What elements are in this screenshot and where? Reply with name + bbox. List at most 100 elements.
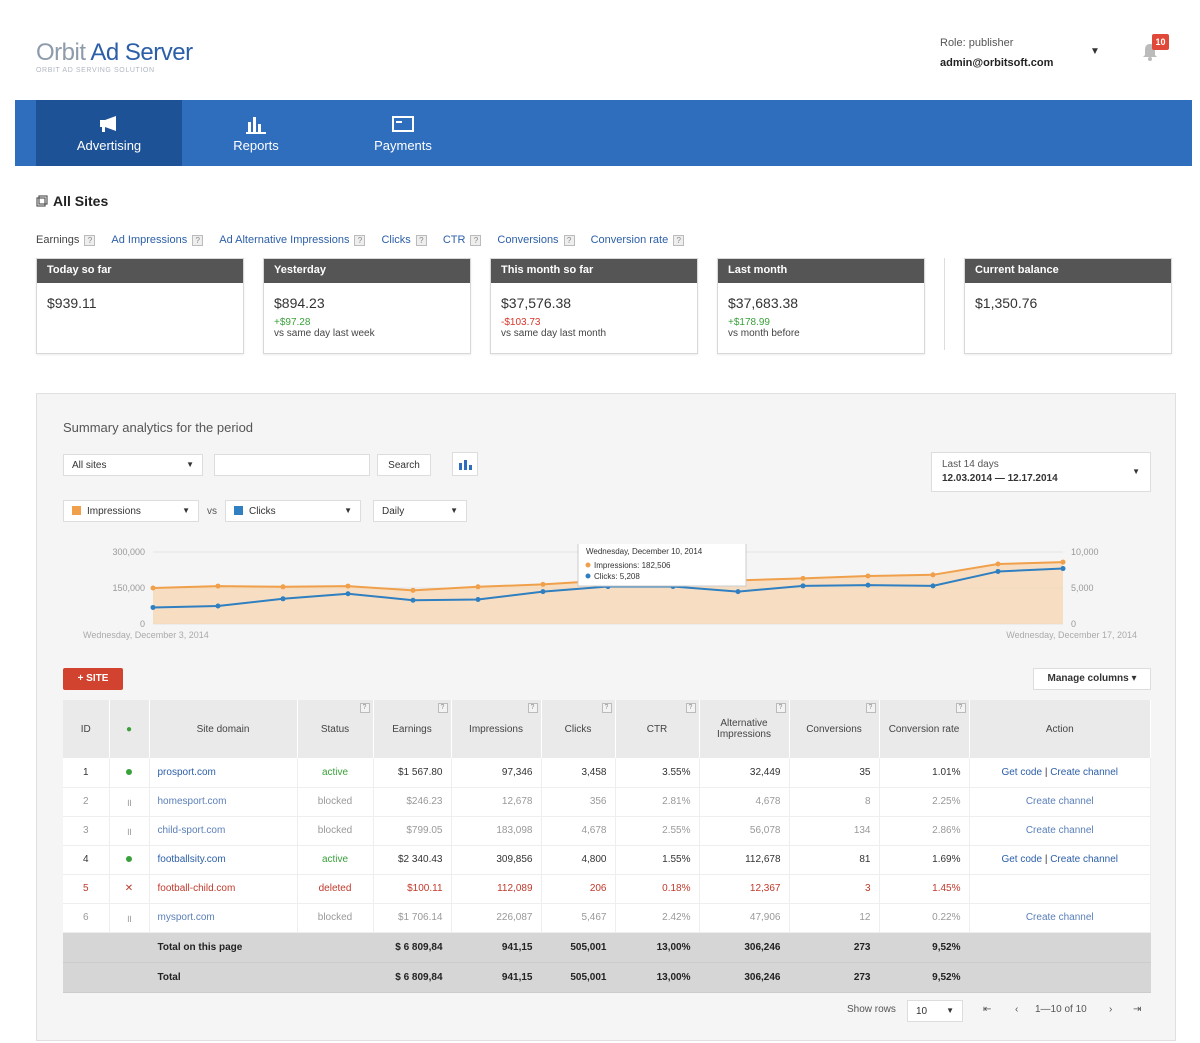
cell-domain: footballsity.com [149, 845, 298, 875]
data-point-clicks [410, 597, 416, 603]
prev-page-button[interactable]: ‹ [1015, 1004, 1019, 1015]
help-icon[interactable]: ? [601, 703, 612, 713]
data-point-impressions [995, 561, 1001, 567]
col-conversion-rate[interactable]: Conversion rate? [879, 700, 970, 758]
cell-id: 5 [63, 874, 110, 904]
site-domain-link[interactable]: prosport.com [157, 766, 216, 778]
chart-toggle-button[interactable] [452, 452, 478, 476]
create-channel-link[interactable]: Create channel [1025, 825, 1094, 836]
chevron-down-icon: ▼ [450, 506, 458, 515]
metric-tab-conversion-rate[interactable]: Conversion rate? [591, 234, 685, 246]
site-domain-link[interactable]: mysport.com [157, 912, 215, 923]
col-earnings[interactable]: Earnings? [373, 700, 452, 758]
stat-card-value: $939.11 [47, 295, 97, 311]
last-page-button[interactable]: ⇥ [1133, 1004, 1142, 1015]
col-status[interactable]: Status? [297, 700, 374, 758]
site-domain-link[interactable]: footballsity.com [157, 854, 226, 865]
create-channel-link[interactable]: Create channel [1025, 912, 1094, 923]
cell-conversion-rate: 2.25% [879, 787, 970, 817]
site-select[interactable]: All sites ▼ [63, 454, 203, 476]
cell-domain: football-child.com [149, 874, 298, 904]
cell-impressions: 97,346 [451, 758, 542, 788]
cell-status: blocked [297, 816, 374, 846]
nav-payments[interactable]: Payments [330, 100, 476, 166]
manage-columns-button[interactable]: Manage columns ▾ [1033, 668, 1151, 690]
logo-subtitle: ORBIT AD SERVING SOLUTION [36, 67, 155, 74]
cell-ctr: 0.18% [615, 874, 700, 904]
site-domain-link[interactable]: football-child.com [157, 883, 236, 894]
get-code-link[interactable]: Get code [1001, 854, 1043, 865]
search-input[interactable] [214, 454, 370, 476]
date-range-label: Last 14 days [942, 459, 999, 470]
help-icon[interactable]: ? [359, 703, 370, 713]
help-icon[interactable]: ? [354, 234, 366, 246]
help-icon[interactable]: ? [527, 703, 538, 713]
metric-tab-earnings[interactable]: Earnings? [36, 234, 96, 246]
table-row: 3 ॥ child-sport.com blocked $799.05 183,098 4,… [63, 816, 1151, 846]
help-icon[interactable]: ? [437, 703, 448, 713]
metric-tab-clicks[interactable]: Clicks? [381, 234, 427, 246]
col-impressions[interactable]: Impressions? [451, 700, 542, 758]
col-id[interactable]: ID [63, 700, 110, 758]
col-conversions[interactable]: Conversions? [789, 700, 880, 758]
help-icon[interactable]: ? [673, 234, 685, 246]
metric-a-select[interactable]: Impressions ▼ [63, 500, 199, 522]
stat-card-note: vs month before [728, 328, 800, 339]
page-title: All Sites [36, 193, 108, 209]
help-icon[interactable]: ? [955, 703, 966, 713]
user-menu[interactable]: Role: publisher admin@orbitsoft.com [940, 37, 1053, 69]
cell-alt-impressions: 32,449 [699, 758, 790, 788]
col-status-dot[interactable]: ● [109, 700, 150, 758]
next-page-button[interactable]: › [1109, 1004, 1113, 1015]
rows-per-page-select[interactable]: 10 ▼ [907, 1000, 963, 1022]
col-ctr[interactable]: CTR? [615, 700, 700, 758]
get-code-link[interactable]: Get code [1001, 766, 1043, 778]
data-point-impressions [1060, 559, 1066, 565]
col-alt-impressions[interactable]: Alternative Impressions? [699, 700, 790, 758]
metric-tab-alt-impressions[interactable]: Ad Alternative Impressions? [219, 234, 366, 246]
cell-status: active [297, 758, 374, 788]
nav-advertising[interactable]: Advertising [36, 100, 182, 166]
create-channel-link[interactable]: Create channel [1050, 766, 1119, 778]
show-rows-label: Show rows [847, 1004, 896, 1015]
cell-domain: mysport.com [149, 903, 298, 933]
search-button[interactable]: Search [377, 454, 431, 476]
site-domain-link[interactable]: child-sport.com [157, 825, 226, 836]
cell-action: Create channel [969, 816, 1151, 846]
site-domain-link[interactable]: homesport.com [157, 796, 227, 807]
cell-alt-impressions: 47,906 [699, 903, 790, 933]
cell-ctr: 1.55% [615, 845, 700, 875]
metric-tab-conversions[interactable]: Conversions? [497, 234, 575, 246]
help-icon[interactable]: ? [84, 234, 96, 246]
logo[interactable]: Orbit Ad Server ORBIT AD SERVING SOLUTIO… [36, 40, 193, 75]
help-icon[interactable]: ? [685, 703, 696, 713]
add-site-button[interactable]: + SITE [63, 668, 123, 690]
help-icon[interactable]: ? [865, 703, 876, 713]
metric-tab-ctr[interactable]: CTR? [443, 234, 482, 246]
stat-card-title: Current balance [965, 259, 1171, 283]
col-clicks[interactable]: Clicks? [541, 700, 616, 758]
cell-impressions: 12,678 [451, 787, 542, 817]
help-icon[interactable]: ? [563, 234, 575, 246]
metric-b-select[interactable]: Clicks ▼ [225, 500, 361, 522]
help-icon[interactable]: ? [192, 234, 204, 246]
user-menu-caret-icon[interactable]: ▼ [1090, 46, 1100, 57]
create-channel-link[interactable]: Create channel [1050, 854, 1119, 865]
cell-action: Create channel [969, 903, 1151, 933]
help-icon[interactable]: ? [470, 234, 482, 246]
metric-tab-ad-impressions[interactable]: Ad Impressions? [111, 234, 204, 246]
date-range-picker[interactable]: Last 14 days 12.03.2014 — 12.17.2014 ▼ [931, 452, 1151, 492]
cell-action: Get code | Create channel [969, 845, 1151, 875]
total-clicks: 505,001 [541, 932, 616, 963]
col-site-domain[interactable]: Site domain [149, 700, 298, 758]
help-icon[interactable]: ? [415, 234, 427, 246]
create-channel-link[interactable]: Create channel [1025, 796, 1094, 807]
cell-domain: prosport.com [149, 758, 298, 788]
nav-reports[interactable]: Reports [183, 100, 329, 166]
interval-select[interactable]: Daily ▼ [373, 500, 467, 522]
table-row: 6 ॥ mysport.com blocked $1 706.14 226,087 5,46… [63, 903, 1151, 933]
date-range-value: 12.03.2014 — 12.17.2014 [942, 473, 1058, 484]
first-page-button[interactable]: ⇤ [983, 1004, 992, 1015]
chart-icon [459, 460, 472, 470]
help-icon[interactable]: ? [775, 703, 786, 713]
